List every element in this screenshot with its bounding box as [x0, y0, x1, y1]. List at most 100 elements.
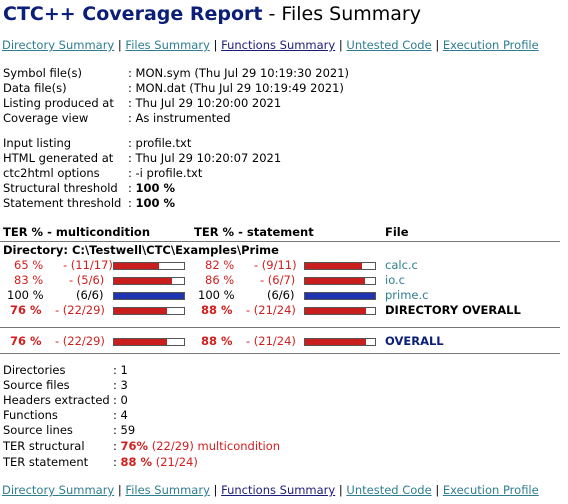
table-header-rule [0, 241, 560, 242]
nav-separator: | [117, 38, 122, 52]
dir-overall-mc-pct: 76 % [10, 303, 42, 317]
prime-st-count: (6/6) [267, 288, 295, 302]
calc-st-bar [304, 262, 376, 270]
calc-mc-bar [113, 262, 185, 270]
summary-value: : 0 [113, 393, 128, 407]
prime-mc-bar-fill [114, 293, 184, 299]
ter-statement-value: : 88 % (21/24) [113, 455, 198, 470]
nav-separator: | [213, 38, 218, 52]
overall-st-count: - (21/24) [246, 334, 296, 348]
dir-overall-mc-count: - (22/29) [55, 303, 105, 317]
product-name: CTC++ Coverage Report [3, 3, 263, 25]
header-multicondition: TER % - multicondition [3, 225, 151, 239]
dir-overall-mc-bar [113, 307, 185, 315]
directory-label: Directory: C:\Testwell\CTC\Examples\Prim… [3, 243, 279, 257]
summary-label: Functions [3, 408, 58, 422]
info-value: : MON.sym (Thu Jul 29 10:19:30 2021) [128, 66, 350, 80]
io-st-count: - (6/7) [260, 273, 296, 287]
info-label: Structural threshold [3, 181, 118, 195]
bottom-nav: Directory Summary | Files Summary | Func… [2, 483, 539, 497]
calc-mc-count: - (11/17) [63, 258, 113, 272]
info-label: HTML generated at [3, 151, 114, 165]
overall-st-bar-fill [305, 339, 367, 345]
io-mc-pct: 83 % [14, 273, 44, 287]
info-label: Statement threshold [3, 196, 122, 210]
page-subtitle: - Files Summary [262, 3, 421, 25]
threshold-value-wrap: : 100 % [128, 196, 175, 211]
io-st-bar-fill [305, 278, 365, 284]
prime-mc-count: (6/6) [76, 288, 104, 302]
nav-files-summary[interactable]: Files Summary [125, 38, 210, 52]
nav-separator: | [338, 38, 343, 52]
overall-mc-pct: 76 % [10, 334, 42, 348]
overall-mc-bar [113, 338, 185, 346]
header-file: File [385, 225, 409, 239]
nav-untested-code[interactable]: Untested Code [346, 38, 432, 52]
table-bottom-rule [0, 353, 560, 354]
dir-overall-st-pct: 88 % [201, 303, 233, 317]
threshold-prefix: : [128, 181, 136, 195]
threshold-value: 100 % [135, 181, 176, 195]
info-label: Symbol file(s) [3, 66, 82, 80]
overall-mc-bar-fill [114, 339, 168, 345]
summary-label: Directories [3, 363, 66, 377]
info-value: : As instrumented [128, 111, 231, 125]
prime-mc-pct: 100 % [7, 288, 44, 302]
dir-overall-st-bar [304, 307, 376, 315]
io-mc-count: - (5/6) [69, 273, 105, 287]
io-mc-bar [113, 277, 185, 285]
prime-st-bar-fill [305, 293, 375, 299]
info-value: : profile.txt [128, 136, 192, 150]
summary-label: Source lines [3, 423, 73, 437]
summary-value: : 3 [113, 378, 128, 392]
prime-mc-bar [113, 292, 185, 300]
page-title: CTC++ Coverage Report - Files Summary [3, 3, 421, 25]
info-label: Listing produced at [3, 96, 114, 110]
dir-overall-st-count: - (21/24) [246, 303, 296, 317]
overall-mc-count: - (22/29) [55, 334, 105, 348]
info-label: ctc2html options [3, 166, 100, 180]
nav-files-summary[interactable]: Files Summary [125, 483, 210, 497]
ter-structural-pct: 76% [120, 439, 149, 453]
nav-directory-summary[interactable]: Directory Summary [2, 38, 115, 52]
info-value: : MON.dat (Thu Jul 29 10:19:49 2021) [128, 81, 344, 95]
file-link-prime[interactable]: prime.c [385, 288, 429, 302]
file-link-calc[interactable]: calc.c [385, 258, 418, 272]
dir-overall-st-bar-fill [305, 308, 367, 314]
ter-statement-pct: 88 % [120, 455, 153, 469]
overall-label: OVERALL [385, 334, 444, 348]
info-value: : Thu Jul 29 10:20:07 2021 [128, 151, 282, 165]
overall-rule [0, 327, 560, 328]
nav-directory-summary[interactable]: Directory Summary [2, 483, 115, 497]
io-st-pct: 86 % [205, 273, 235, 287]
directory-overall-label: DIRECTORY OVERALL [385, 303, 521, 317]
prime-st-bar [304, 292, 376, 300]
ter-prefix: : [113, 455, 121, 469]
top-nav: Directory Summary | Files Summary | Func… [2, 38, 539, 52]
ter-prefix: : [113, 439, 121, 453]
file-link-io[interactable]: io.c [385, 273, 406, 287]
summary-value: : 1 [113, 363, 128, 377]
nav-execution-profile[interactable]: Execution Profile [442, 38, 539, 52]
calc-st-pct: 82 % [205, 258, 235, 272]
info-label: Data file(s) [3, 81, 67, 95]
ter-structural-value: : 76% (22/29) multicondition [113, 439, 280, 454]
nav-execution-profile[interactable]: Execution Profile [442, 483, 539, 497]
calc-st-bar-fill [305, 263, 363, 269]
nav-functions-summary[interactable]: Functions Summary [221, 38, 336, 52]
summary-value: : 59 [113, 423, 136, 437]
summary-value: : 4 [113, 408, 128, 422]
info-value: : -i profile.txt [128, 166, 203, 180]
overall-st-bar [304, 338, 376, 346]
calc-mc-bar-fill [114, 263, 160, 269]
calc-mc-pct: 65 % [14, 258, 44, 272]
nav-untested-code[interactable]: Untested Code [346, 483, 432, 497]
nav-separator: | [338, 483, 343, 497]
threshold-value: 100 % [135, 196, 176, 210]
summary-label: Headers extracted [3, 393, 110, 407]
nav-separator: | [213, 483, 218, 497]
prime-st-pct: 100 % [198, 288, 235, 302]
dir-overall-mc-bar-fill [114, 308, 168, 314]
info-label: Coverage view [3, 111, 89, 125]
nav-functions-summary[interactable]: Functions Summary [221, 483, 336, 497]
